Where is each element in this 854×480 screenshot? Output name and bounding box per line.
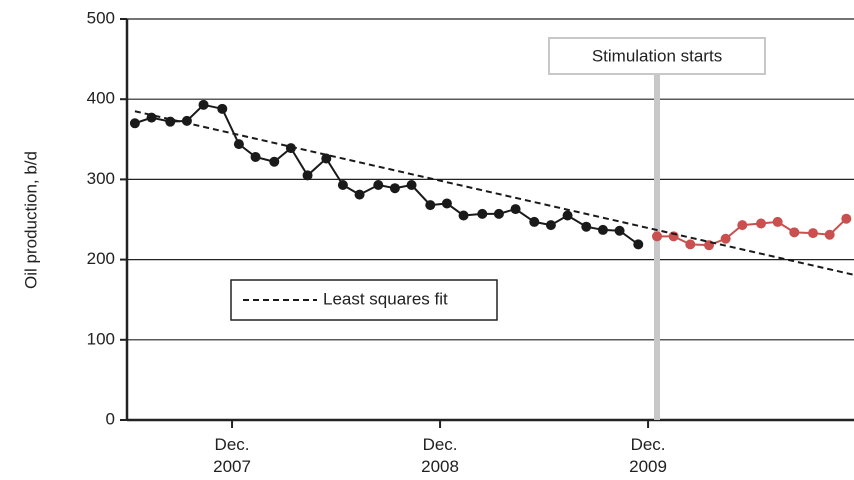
data-point [302, 170, 313, 181]
data-point [772, 216, 783, 227]
data-point [389, 183, 400, 194]
x-tick-label: Dec. 2008 [421, 435, 459, 476]
annotation-box [548, 37, 767, 75]
data-point [824, 229, 835, 240]
data-point [477, 208, 488, 219]
data-point [441, 198, 452, 209]
data-line [657, 217, 847, 247]
data-point [529, 216, 540, 227]
y-tick-label: 400 [87, 89, 115, 108]
data-point [373, 180, 384, 191]
data-point [493, 208, 504, 219]
y-tick-label: 500 [87, 8, 115, 27]
data-point [198, 99, 209, 110]
data-point [354, 189, 365, 200]
data-line [134, 103, 639, 246]
data-point [597, 224, 608, 235]
data-point [720, 233, 731, 244]
data-point [510, 204, 521, 215]
data-point [425, 200, 436, 211]
data-point [129, 118, 140, 129]
data-point [652, 231, 663, 242]
x-tick-label: Dec. 2009 [629, 435, 667, 476]
data-point [789, 227, 800, 238]
data-point [808, 228, 819, 239]
data-point [181, 115, 192, 126]
data-point [633, 239, 644, 250]
annotation-text: Stimulation starts [592, 46, 722, 65]
data-point [285, 143, 296, 154]
data-point [458, 210, 469, 221]
data-point [337, 180, 348, 191]
data-point [545, 220, 556, 231]
y-axis-label: Oil production, b/d [21, 151, 40, 289]
y-tick-label: 200 [87, 249, 115, 268]
data-point [406, 180, 417, 191]
data-point [737, 220, 748, 231]
data-point [685, 239, 696, 250]
data-point [269, 156, 280, 167]
y-tick-label: 0 [106, 409, 115, 428]
legend-label: Least squares fit [323, 289, 448, 308]
data-point [233, 139, 244, 150]
data-point [841, 213, 852, 224]
data-point [756, 218, 767, 229]
fit-line [134, 110, 854, 276]
data-point [250, 151, 261, 162]
data-point [562, 210, 573, 221]
y-tick-label: 100 [87, 329, 115, 348]
x-tick-label: Dec. 2007 [213, 435, 251, 476]
data-point [217, 103, 228, 114]
data-point [581, 221, 592, 232]
data-point [614, 225, 625, 236]
data-point [321, 153, 332, 164]
y-tick-label: 300 [87, 169, 115, 188]
